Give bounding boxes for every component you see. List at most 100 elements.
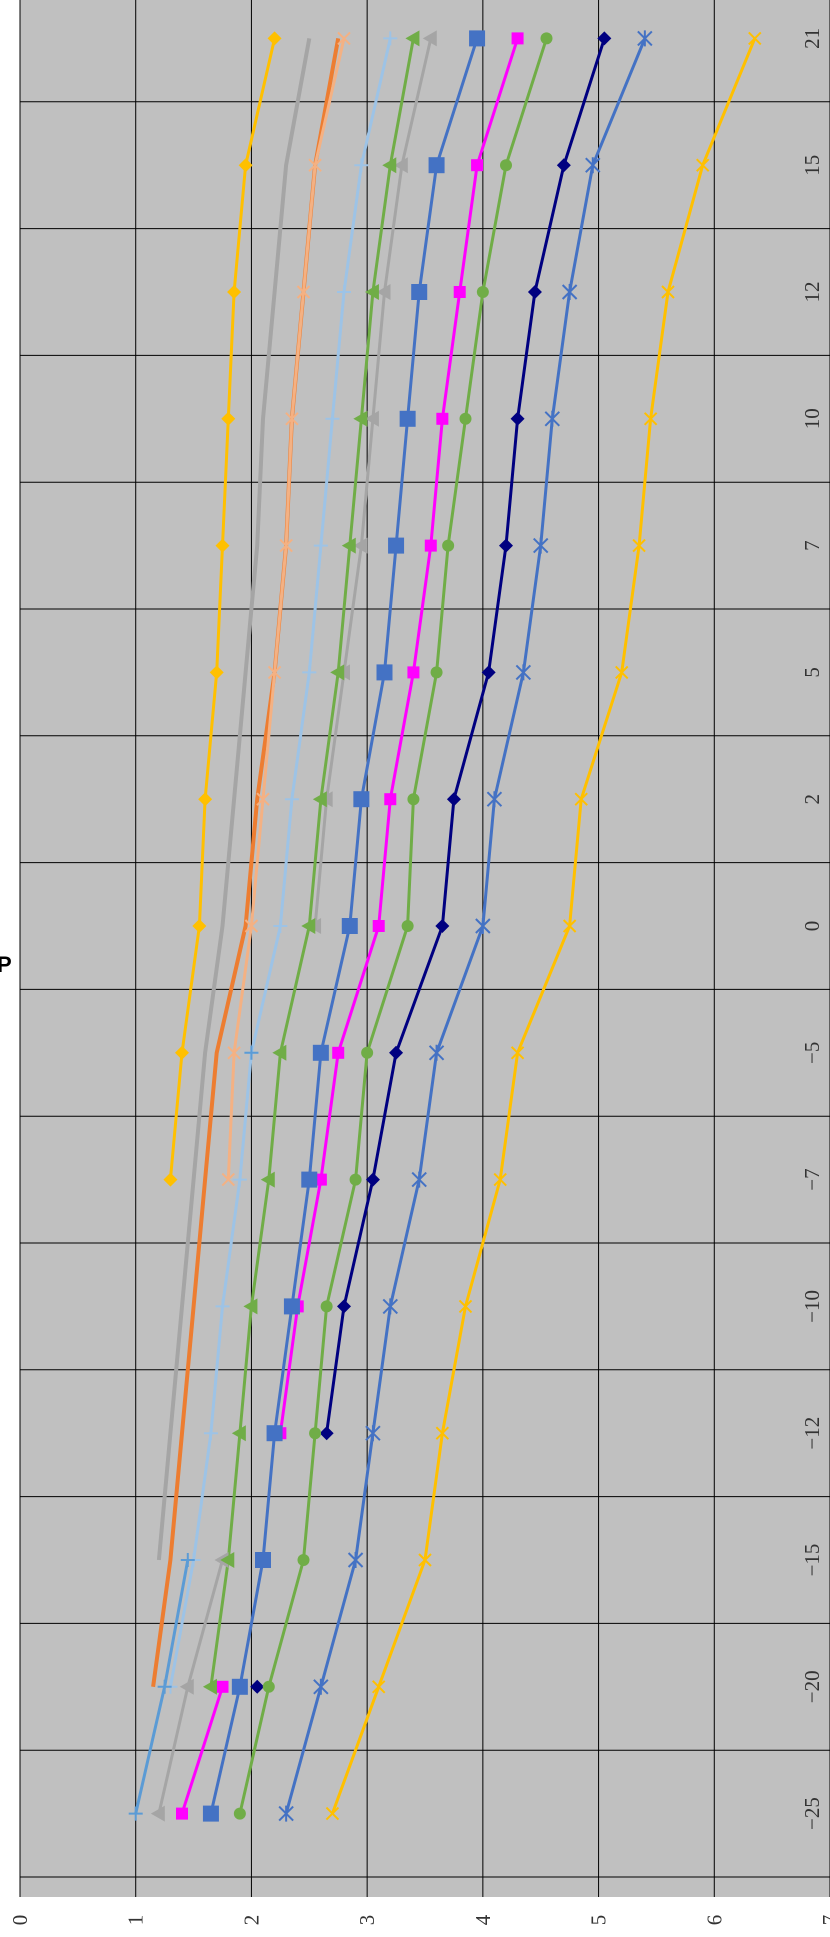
data-point-s8-4 [215, 1299, 230, 1314]
data-point-s1-5 [411, 1171, 427, 1188]
data-point-s13-6 [175, 1045, 189, 1060]
data-point-s2-13 [556, 158, 571, 173]
data-point-s7-7 [301, 918, 316, 934]
data-point-s9-0 [128, 1806, 143, 1821]
data-point-s11-14 [337, 31, 351, 46]
x-tick-label: −12 [800, 1417, 824, 1450]
data-point-s2-6 [389, 1045, 404, 1060]
data-point-s5-5 [301, 1171, 318, 1188]
data-point-s8-13 [354, 158, 369, 173]
y-tick-label: 1 [124, 1915, 148, 1926]
data-point-s0-11 [643, 412, 658, 426]
data-point-s5-13 [428, 157, 445, 174]
x-tick-label: −10 [800, 1290, 824, 1323]
data-point-s9-1 [157, 1679, 172, 1694]
data-point-s0-5 [493, 1172, 507, 1187]
data-point-s0-2 [418, 1553, 432, 1567]
data-point-s3-8 [407, 793, 420, 806]
data-point-s3-9 [430, 666, 443, 679]
series-markers [128, 30, 762, 1822]
data-point-s6-13 [393, 157, 408, 174]
data-point-s8-8 [284, 792, 299, 807]
data-point-s1-3 [365, 1425, 381, 1442]
data-point-s7-11 [353, 410, 368, 427]
data-point-s7-12 [364, 284, 379, 300]
data-point-s1-8 [486, 791, 503, 808]
data-point-s3-5 [349, 1173, 362, 1186]
data-point-s0-14 [748, 31, 762, 46]
data-point-s3-14 [540, 32, 553, 45]
data-point-s7-6 [272, 1044, 287, 1061]
series-line-12 [156, 38, 312, 1561]
data-point-s3-6 [361, 1046, 374, 1059]
data-point-s5-11 [399, 410, 416, 427]
data-point-s5-12 [411, 284, 428, 300]
data-point-s11-12 [296, 285, 311, 299]
data-point-s1-12 [561, 284, 578, 300]
x-tick-label: −5 [800, 1042, 824, 1064]
data-point-s4-11 [436, 412, 449, 425]
data-point-s3-10 [442, 539, 455, 552]
data-point-s3-12 [476, 286, 489, 298]
data-point-s6-12 [376, 284, 391, 300]
data-point-s4-9 [407, 666, 420, 679]
data-point-s1-1 [313, 1678, 329, 1695]
data-point-s0-7 [562, 919, 577, 933]
data-point-s8-11 [325, 411, 340, 426]
plot-area [20, 0, 830, 1897]
data-point-s0-0 [325, 1806, 340, 1821]
data-point-s11-5 [221, 1172, 235, 1187]
data-point-s11-10 [279, 538, 293, 553]
data-point-s2-14 [597, 31, 612, 46]
data-point-s2-11 [510, 411, 525, 426]
data-point-s11-6 [227, 1046, 241, 1060]
data-point-s1-11 [544, 410, 560, 427]
x-axis-ticks: −25 −20 −15 −12 −10 −7 −5 0 2 5 7 10 12 15 21 [800, 28, 824, 1830]
data-point-s2-9 [481, 665, 496, 680]
data-point-s4-5 [314, 1173, 327, 1186]
y-tick-label: 5 [587, 1915, 611, 1926]
data-point-s8-9 [302, 665, 317, 680]
data-point-s4-0 [176, 1807, 188, 1820]
data-point-s3-13 [500, 159, 512, 172]
data-point-s1-13 [585, 157, 601, 174]
data-point-s0-1 [372, 1680, 386, 1694]
data-point-s2-12 [527, 285, 542, 299]
data-point-s7-2 [220, 1552, 235, 1568]
data-point-s4-8 [384, 793, 397, 806]
x-tick-label: 0 [800, 921, 824, 932]
x-tick-label: 15 [800, 155, 824, 176]
data-point-s5-14 [469, 30, 486, 47]
data-point-s7-3 [231, 1425, 246, 1442]
data-point-s11-13 [308, 158, 322, 172]
data-point-s1-6 [428, 1044, 445, 1061]
data-point-s4-1 [216, 1680, 229, 1693]
data-point-s1-10 [533, 537, 549, 554]
data-point-s3-4 [320, 1300, 333, 1313]
x-tick-label: 10 [800, 408, 824, 429]
x-tick-label: −25 [800, 1797, 824, 1830]
data-point-s9-6 [244, 1045, 259, 1060]
x-tick-label: −15 [800, 1544, 824, 1577]
x-tick-label: 5 [800, 667, 824, 678]
data-point-s6-14 [422, 30, 437, 47]
data-point-s7-13 [382, 157, 397, 174]
data-point-s0-6 [510, 1046, 525, 1060]
series-line-8 [168, 38, 392, 1688]
data-point-s6-10 [353, 537, 368, 554]
data-point-s4-10 [424, 539, 437, 552]
data-point-s5-1 [231, 1678, 248, 1695]
data-point-s4-6 [332, 1046, 345, 1059]
y-tick-label: 7 [818, 1915, 830, 1926]
data-point-s5-6 [312, 1044, 329, 1061]
data-point-s11-8 [256, 792, 270, 806]
data-point-s8-5 [232, 1172, 247, 1187]
gridlines [19, 0, 830, 1897]
data-point-s0-12 [661, 285, 675, 299]
y-axis-ticks: 0 1 2 3 4 5 6 7 [8, 1914, 830, 1925]
data-point-s3-1 [262, 1680, 275, 1693]
data-point-s2-3 [319, 1426, 334, 1441]
series-line-7 [209, 38, 415, 1688]
data-point-s2-5 [365, 1172, 380, 1187]
x-tick-label: −7 [800, 1168, 824, 1190]
